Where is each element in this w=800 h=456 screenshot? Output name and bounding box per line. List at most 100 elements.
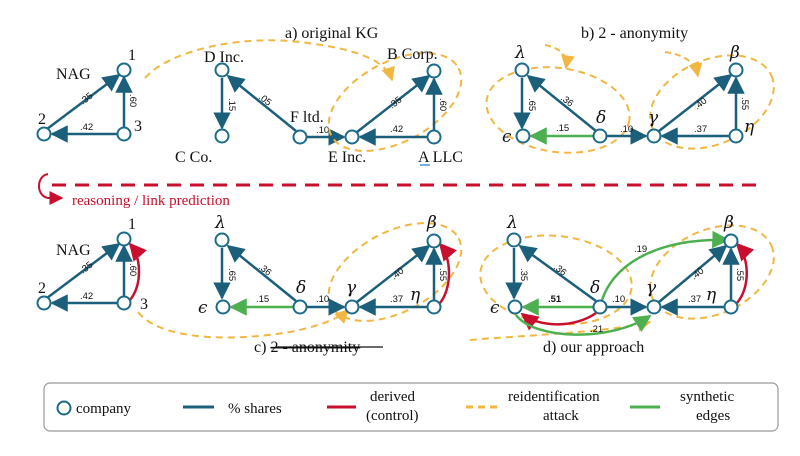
node-3 [116,126,132,142]
panel-b: b) 2 - anonymity λ ϵ δ γ β η .65 .36 .15… [485,25,775,154]
label-nag: NAG [56,66,91,83]
weight-c-delta-gamma: .10 [316,294,329,305]
weight-3-2: .42 [80,122,93,133]
label-d-gamma: γ [646,278,657,298]
label-f-ltd: F ltd. [290,109,324,126]
node-1 [116,62,132,78]
weight-lambda-epsilon: .65 [526,98,537,111]
edge-d-gamma-beta [658,244,728,303]
node-b-corp [426,63,442,79]
label-c-co: C Co. [175,149,212,166]
label-a-llc: A LLC [418,149,463,166]
panel-a: a) original KG NAG 1 2 3 .35 .42 .60 D I… [36,25,463,166]
panel-d-title: d) our approach [543,339,644,356]
label-d-beta: β [723,213,734,233]
weight-f-e: .10 [316,125,329,136]
label-gamma: γ [648,108,659,128]
node-c-beta [426,233,442,249]
weight-a-e: .42 [390,124,403,135]
weight-3-1: .60 [127,94,138,107]
label-d-eta: η [706,285,717,305]
node-f-ltd [292,129,308,145]
weight-eta-beta: .55 [739,97,750,110]
node-d-epsilon [507,299,523,315]
edge-c-2-1 [46,242,121,299]
weight-c-eta-beta: .55 [437,268,448,281]
weight-d-gamma-beta: .40 [689,266,706,283]
weight-c-lambda-epsilon: .65 [226,268,237,281]
weight-c-eta-gamma: .37 [390,294,403,305]
label-beta: β [729,43,740,63]
label-3: 3 [134,118,142,135]
legend-attack-label-2: attack [543,408,579,424]
legend-derived-label-2: (control) [366,408,418,424]
reasoning-arrow [38,173,64,205]
label-c-eta: η [410,285,421,305]
node-gamma [646,128,662,144]
node-eta [728,128,744,144]
synthetic-edge-d-delta-beta [600,230,730,301]
edge-f-d [226,74,297,132]
label-epsilon: ϵ [502,127,512,147]
edge-c-delta-lambda [226,244,297,302]
panel-a-title: a) original KG [285,25,379,42]
derived-edge-d-eta-beta [735,242,755,304]
node-a-llc [426,129,442,145]
label-d-inc: D Inc. [204,49,244,66]
node-c-delta [292,299,308,315]
legend-company-symbol [56,400,72,416]
legend-company-label: company [76,401,131,417]
node-c-3 [116,295,132,311]
weight-c-delta-epsilon: .15 [256,294,269,305]
weight-d-eta-beta: .55 [734,268,745,281]
weight-gamma-beta: .40 [692,96,709,113]
label-d-lambda: λ [506,213,518,233]
panel-b-title: b) 2 - anonymity [581,25,688,42]
legend-derived-label-1: derived [370,389,415,405]
node-epsilon [515,128,531,144]
attack-arc-a [144,39,395,82]
legend-shares-label: % shares [228,401,282,417]
attack-cluster-b-left [485,66,631,154]
label-c-2: 2 [38,280,46,297]
attack-cluster-b-right [649,54,775,150]
node-c-2 [36,295,52,311]
panel-d: λ ϵ δ γ β η .35 .36 .51 .10 .19 .21 .40 … [469,213,775,356]
label-c-epsilon: ϵ [198,298,208,318]
weight-c-3-1: .60 [127,263,138,276]
attack-arc-c [137,309,349,339]
label-c-delta: δ [296,278,306,298]
legend-box [43,382,779,432]
label-c-beta: β [426,213,437,233]
reasoning-label: reasoning / link prediction [72,193,230,209]
weight-d-delta-gamma: .10 [612,294,625,305]
label-d-delta: δ [590,278,600,298]
weight-delta-epsilon: .15 [556,123,569,134]
weight-d-c: .15 [226,98,237,111]
weight-d-eta-gamma: .37 [688,294,701,305]
label-c-nag: NAG [56,242,91,259]
weight-d-delta-epsilon: .51 [548,294,562,305]
node-d-lambda [506,232,522,248]
edge-c-gamma-beta [356,244,431,303]
node-c-eta [426,299,442,315]
edge-e-b [356,74,431,133]
node-c-1 [116,231,132,247]
node-e-inc [344,129,360,145]
weight-delta-lambda: .36 [558,93,575,110]
node-c-lambda [214,232,230,248]
label-delta: δ [596,108,606,128]
edge-delta-lambda [526,74,597,132]
node-d-beta [723,233,739,249]
label-c-lambda: λ [214,213,226,233]
node-d-eta [723,299,739,315]
label-eta: η [744,117,755,137]
node-c-co [214,128,230,144]
legend-synthetic-label-1: synthetic [680,389,734,405]
label-2: 2 [38,111,46,128]
synthetic-edge-d-epsilon-gamma [515,314,652,336]
attack-cluster-d-left [479,234,633,326]
reasoning-divider: reasoning / link prediction [38,173,762,209]
weight-c-gamma-beta: .40 [389,266,406,283]
